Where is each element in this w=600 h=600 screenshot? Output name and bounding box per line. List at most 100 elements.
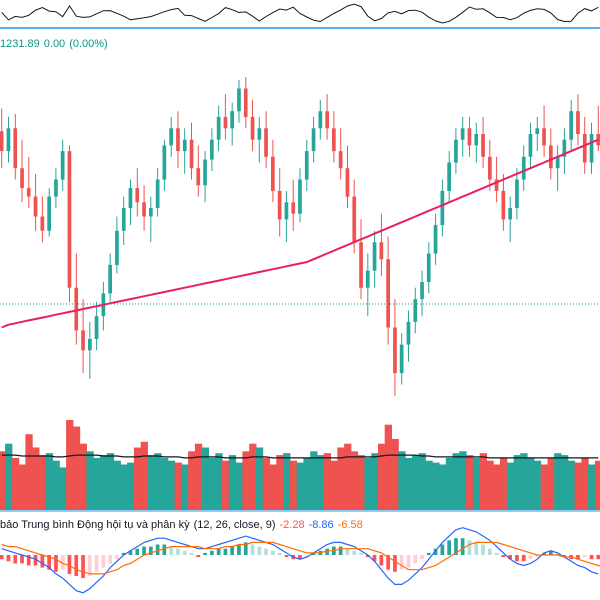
macd-hist-bar bbox=[352, 550, 357, 555]
candle-body bbox=[569, 111, 573, 140]
macd-hist-bar bbox=[596, 555, 600, 560]
macd-hist-bar bbox=[304, 555, 309, 558]
candle-body bbox=[237, 88, 241, 112]
candle-body bbox=[47, 196, 51, 231]
macd-hist-bar bbox=[386, 555, 390, 570]
macd-hist-bar bbox=[406, 555, 411, 568]
macd-hist-bar bbox=[338, 546, 343, 555]
candle-body bbox=[474, 134, 479, 146]
volume-bar bbox=[5, 443, 13, 510]
candle-body bbox=[26, 188, 31, 197]
macd-hist-bar bbox=[393, 555, 397, 572]
volume-bar bbox=[140, 441, 148, 510]
candle-body bbox=[467, 128, 472, 146]
candle-body bbox=[494, 179, 499, 191]
volume-bar bbox=[547, 457, 555, 510]
volume-bar bbox=[432, 462, 440, 510]
macd-hist-bar bbox=[447, 540, 451, 555]
candle-body bbox=[54, 179, 58, 197]
volume-bar bbox=[208, 457, 216, 510]
volume-bar bbox=[235, 462, 243, 510]
candle-body bbox=[6, 128, 11, 152]
volume-bar bbox=[384, 424, 392, 510]
macd-indicator-label: bảo Trung bình Động hội tụ và phân kỳ bbox=[0, 519, 190, 531]
candle-body bbox=[379, 242, 384, 260]
candle-body bbox=[243, 88, 248, 117]
volume-bar bbox=[296, 462, 304, 510]
macd-hist-bar bbox=[399, 555, 404, 570]
macd-hist-bar bbox=[135, 548, 140, 555]
volume-bar bbox=[506, 462, 515, 510]
candle-body bbox=[338, 151, 343, 169]
macd-hist-bar bbox=[379, 555, 384, 566]
macd-hist-bar bbox=[576, 555, 580, 560]
candle-body bbox=[203, 159, 207, 186]
candle-body bbox=[74, 287, 79, 331]
macd-hist-bar bbox=[555, 552, 560, 555]
candle-body bbox=[128, 188, 133, 208]
volume-bar bbox=[120, 464, 128, 510]
price-change-pct: (0.00%) bbox=[69, 38, 108, 50]
candle-body bbox=[40, 216, 45, 231]
volume-bar bbox=[561, 455, 569, 510]
volume-bar bbox=[574, 462, 582, 510]
volume-bar bbox=[127, 462, 135, 510]
macd-hist-bar bbox=[549, 550, 553, 555]
candle-body bbox=[216, 116, 221, 140]
volume-bar bbox=[289, 460, 298, 510]
candle-body bbox=[508, 208, 512, 220]
macd-hist-bar bbox=[74, 555, 79, 576]
macd-hist-bar bbox=[155, 544, 160, 555]
macd-hist-bar bbox=[250, 544, 255, 555]
macd-hist-bar bbox=[237, 544, 241, 555]
macd-value: -8.86 bbox=[308, 519, 334, 531]
candle-body bbox=[352, 196, 357, 243]
volume-bar bbox=[439, 464, 447, 510]
volume-bar bbox=[0, 451, 6, 510]
volume-bar bbox=[276, 455, 284, 510]
price-header: 1231.89 0.00 (0.00%) bbox=[0, 38, 112, 50]
macd-hist-bar bbox=[257, 546, 262, 555]
candle-body bbox=[142, 202, 146, 217]
last-price: 1231.89 bbox=[0, 38, 40, 50]
macd-hist-bar bbox=[433, 548, 438, 555]
candle-body bbox=[210, 139, 214, 160]
volume-bars bbox=[0, 420, 600, 510]
signal-line bbox=[1, 541, 600, 575]
macd-hist-bar bbox=[142, 546, 146, 555]
volume-bar bbox=[316, 455, 325, 510]
candlesticks bbox=[0, 77, 600, 396]
volume-bar bbox=[520, 453, 528, 510]
candle-body bbox=[13, 128, 18, 169]
candle-body bbox=[386, 259, 390, 328]
volume-bar bbox=[350, 451, 359, 510]
volume-bar bbox=[133, 447, 142, 510]
macd-hist-bar bbox=[60, 555, 65, 570]
candle-body bbox=[230, 111, 234, 129]
macd-hist-bar bbox=[426, 552, 431, 555]
volume-bar bbox=[486, 460, 494, 510]
candle-body bbox=[108, 264, 112, 294]
candle-body bbox=[528, 134, 533, 157]
candle-body bbox=[0, 131, 4, 152]
candle-body bbox=[115, 230, 119, 265]
macd-hist-bar bbox=[515, 555, 519, 562]
macd-hist-bar bbox=[94, 555, 99, 572]
candle-body bbox=[447, 162, 451, 191]
macd-hist-bar bbox=[26, 555, 31, 566]
volume-bar bbox=[72, 426, 81, 510]
macd-hist-bar bbox=[67, 555, 72, 574]
volume-bar bbox=[100, 455, 108, 510]
macd-hist-bar bbox=[325, 548, 329, 555]
candle-body bbox=[223, 116, 228, 129]
candle-body bbox=[359, 242, 363, 288]
candle-body bbox=[420, 282, 424, 300]
candle-body bbox=[162, 145, 167, 180]
candle-body bbox=[318, 111, 323, 129]
macd-histogram bbox=[0, 538, 600, 579]
volume-bar bbox=[459, 451, 467, 510]
candle-body bbox=[426, 253, 431, 282]
volume-bar bbox=[378, 443, 386, 510]
macd-hist-bar bbox=[176, 548, 180, 555]
macd-hist-bar bbox=[311, 552, 316, 555]
